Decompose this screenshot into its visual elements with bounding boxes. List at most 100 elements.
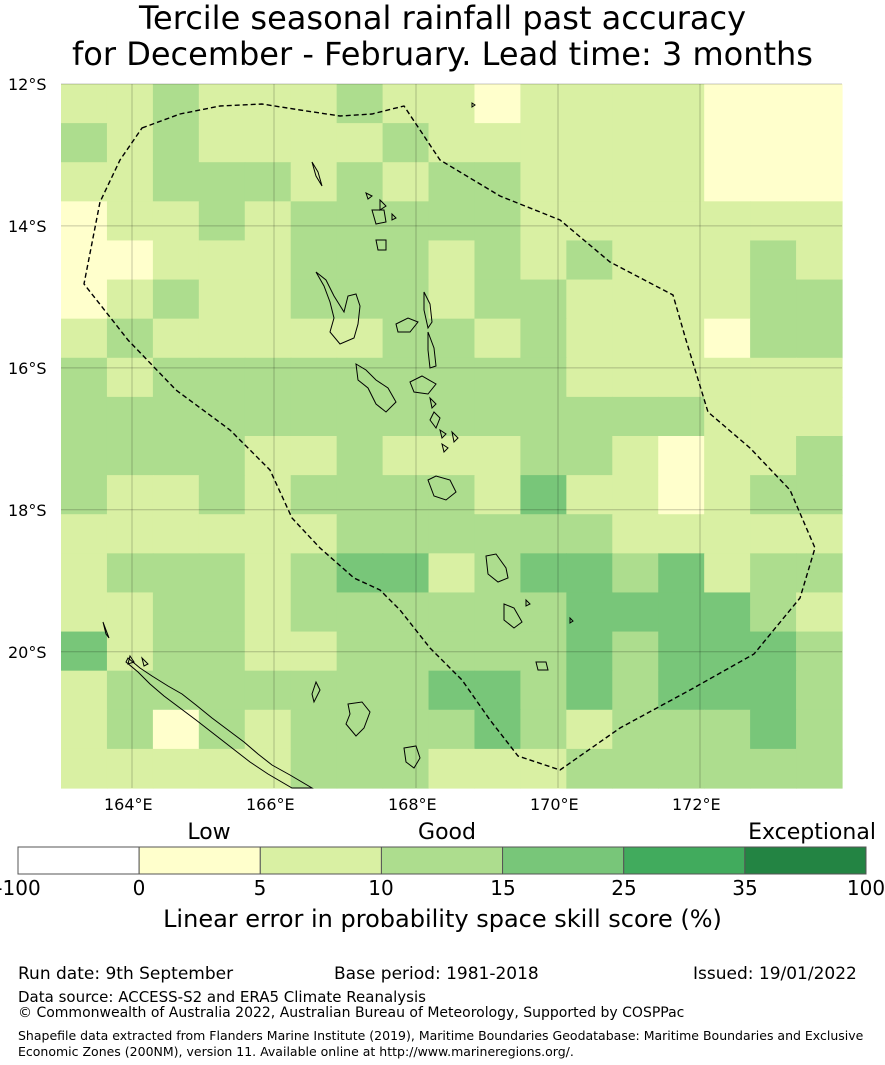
grid-cell — [428, 592, 476, 633]
grid-cell — [152, 475, 200, 515]
colorbar-swatch — [502, 846, 625, 875]
grid-cell — [61, 201, 108, 242]
grid-cell — [796, 553, 843, 594]
grid-cell — [244, 240, 292, 281]
grid-cell — [796, 279, 843, 320]
grid-cell — [61, 123, 108, 163]
grid-cell — [428, 709, 476, 750]
grid-cell — [61, 396, 108, 437]
grid-cell — [566, 631, 613, 672]
grid-cell — [198, 514, 246, 554]
grid-cell — [566, 748, 613, 789]
data-source: Data source: ACCESS-S2 and ERA5 Climate … — [18, 988, 426, 1006]
torres-islands — [311, 161, 323, 187]
grid-cell — [658, 514, 705, 554]
grid-cell — [796, 436, 843, 476]
grid-cell — [566, 318, 613, 359]
grid-cell — [106, 123, 154, 163]
grid-cell — [796, 84, 843, 124]
grid-cell — [336, 357, 384, 398]
grid-cell — [750, 396, 797, 437]
grid-cell — [704, 318, 751, 359]
grid-cell — [382, 162, 430, 202]
grid-cell — [244, 436, 292, 476]
grid-cell — [290, 318, 338, 359]
grid-cell — [61, 475, 108, 515]
grid-cell — [198, 748, 246, 789]
grid-cell — [290, 475, 338, 515]
grid-cell — [566, 201, 613, 242]
grid-cell — [336, 514, 384, 554]
grid-cell — [612, 396, 659, 437]
grid-cell — [566, 709, 613, 750]
grid-cell — [290, 592, 338, 633]
grid-cell — [474, 318, 522, 359]
grid-cell — [382, 592, 430, 633]
grid-cell — [612, 748, 659, 789]
grid-cell — [750, 670, 797, 711]
grid-cell — [796, 123, 843, 163]
grid-cell — [750, 318, 797, 359]
grid-cell — [290, 514, 338, 554]
loyalty-island-mare — [403, 745, 421, 769]
grid-cell — [198, 396, 246, 437]
lat-label-12s: 12°S — [8, 75, 47, 94]
grid-cell — [244, 592, 292, 633]
grid-cell — [336, 709, 384, 750]
grid-cell — [612, 201, 659, 242]
grid-cell — [520, 84, 567, 124]
grid-cell — [106, 553, 154, 594]
grid-cell — [750, 357, 797, 398]
grid-cell — [152, 357, 200, 398]
grid-cell — [796, 318, 843, 359]
grid-cell — [106, 709, 154, 750]
grid-cell — [704, 201, 751, 242]
lat-label-20s: 20°S — [8, 643, 47, 662]
grid-cell — [198, 631, 246, 672]
efate — [427, 475, 457, 501]
copyright: © Commonwealth of Australia 2022, Austra… — [18, 1005, 685, 1021]
grid-cell — [704, 514, 751, 554]
grid-cell — [796, 748, 843, 789]
grid-cell — [658, 84, 705, 124]
grid-cell — [244, 631, 292, 672]
paama-epi — [429, 396, 441, 430]
grid-cell — [704, 279, 751, 320]
grid-cell — [520, 436, 567, 476]
grid-cell — [61, 709, 108, 750]
grid-cell — [244, 357, 292, 398]
grid-cell — [566, 592, 613, 633]
colorbar-tick: 15 — [490, 876, 516, 900]
colorbar-swatch — [17, 846, 140, 875]
grid-cell — [198, 123, 246, 163]
skill-grid — [61, 84, 843, 789]
grid-cell — [474, 553, 522, 594]
grid-cell — [474, 240, 522, 281]
grid-cell — [61, 357, 108, 398]
grid-cell — [566, 123, 613, 163]
grid-cell — [244, 748, 292, 789]
grid-cell — [61, 436, 108, 476]
grid-cell — [474, 357, 522, 398]
grid-cell — [336, 201, 384, 242]
grid-cell — [704, 631, 751, 672]
grid-cell — [198, 553, 246, 594]
grid-cell — [796, 592, 843, 633]
grid-cell — [704, 475, 751, 515]
grid-cell — [106, 201, 154, 242]
grid-cell — [428, 318, 476, 359]
run-date: Run date: 9th September — [18, 964, 234, 984]
grid-cell — [244, 279, 292, 320]
grid-cell — [750, 84, 797, 124]
grid-cell — [336, 436, 384, 476]
grid-cell — [290, 279, 338, 320]
grid-cell — [382, 514, 430, 554]
grid-cell — [704, 592, 751, 633]
grid-cell — [474, 123, 522, 163]
grid-cell — [520, 670, 567, 711]
grid-cell — [474, 436, 522, 476]
grid-cell — [428, 396, 476, 437]
grid-cell — [106, 240, 154, 281]
title-line-2: for December - February. Lead time: 3 mo… — [72, 35, 813, 73]
eez-boundary — [83, 103, 816, 771]
